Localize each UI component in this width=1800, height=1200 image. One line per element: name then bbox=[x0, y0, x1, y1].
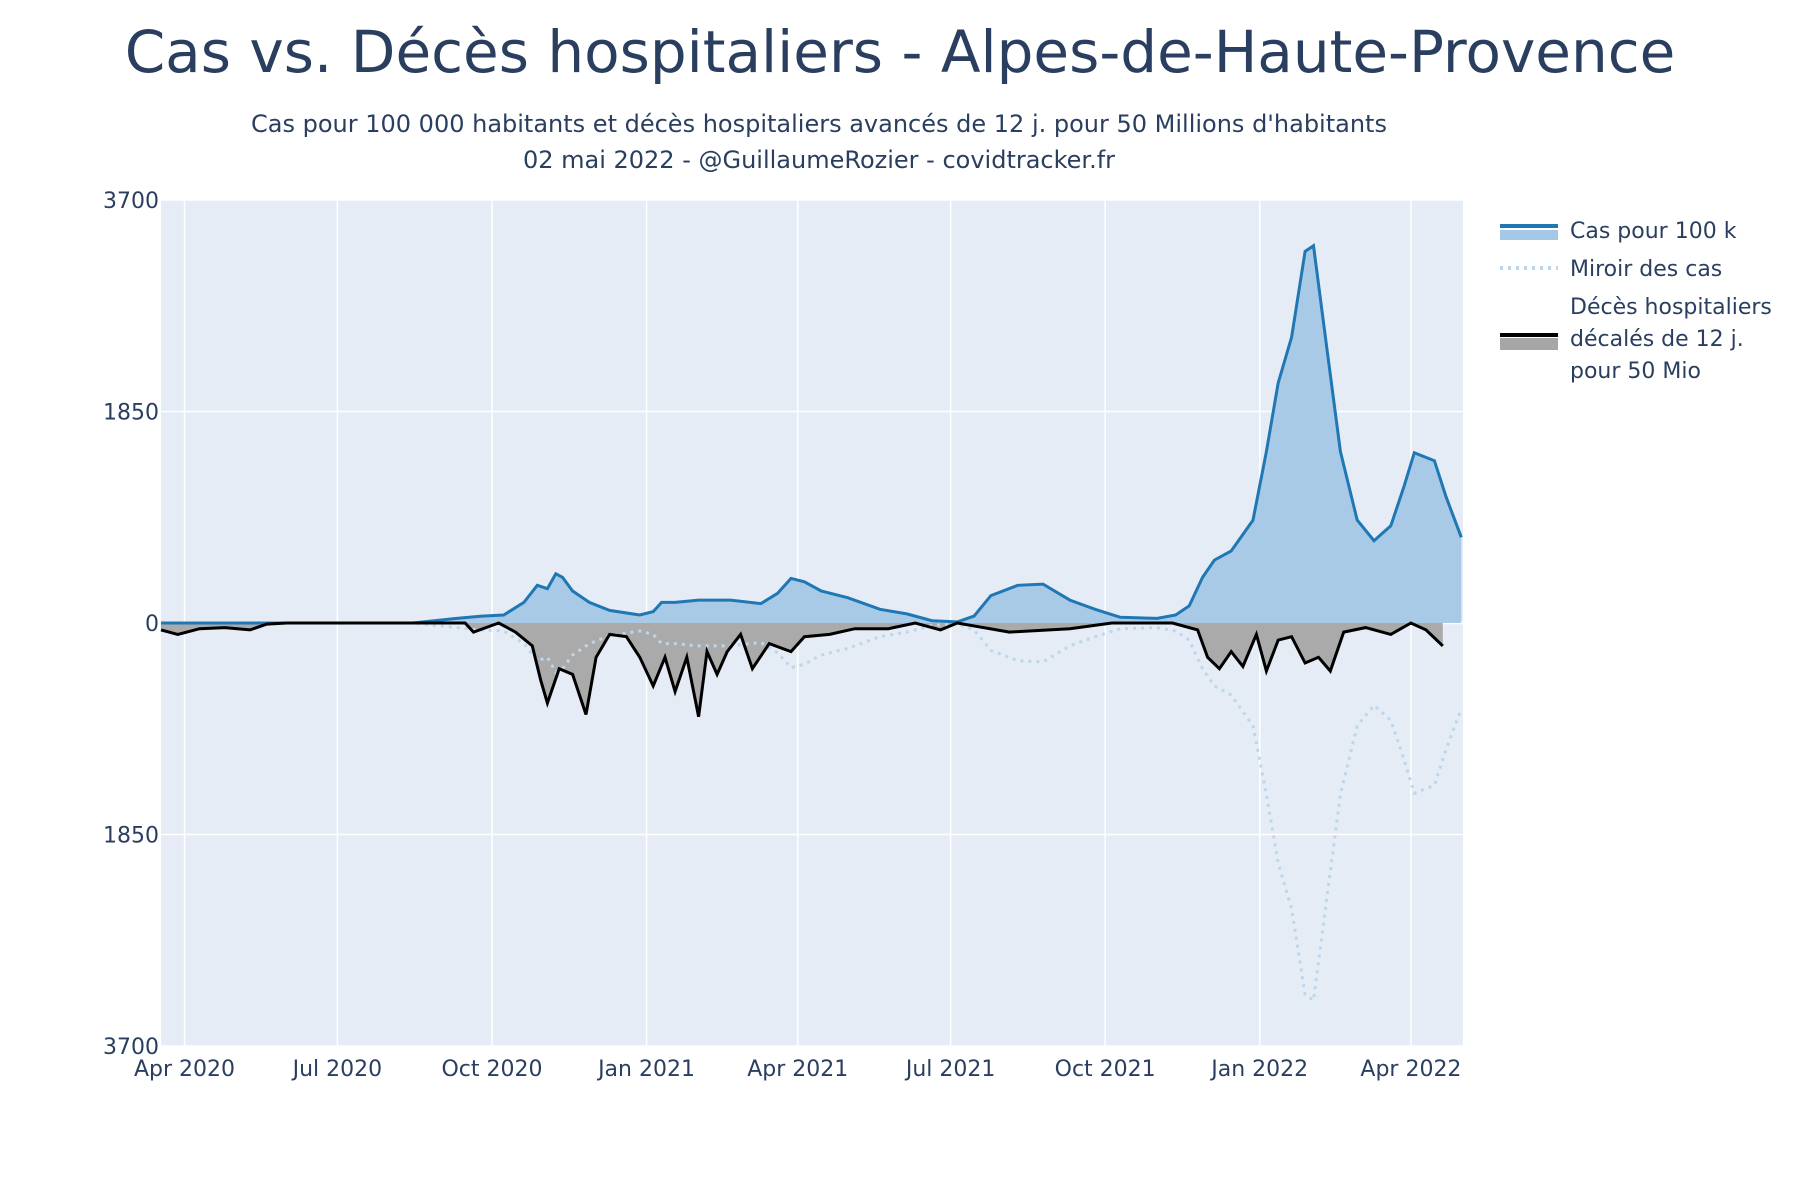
x-tick-label: Apr 2021 bbox=[747, 1057, 848, 1082]
chart-title: Cas vs. Décès hospitaliers - Alpes-de-Ha… bbox=[124, 18, 1676, 86]
y-tick-label: 1850 bbox=[103, 824, 159, 849]
legend-label-deaths-line: pour 50 Mio bbox=[1570, 359, 1701, 384]
deaths-line bbox=[160, 621, 1444, 717]
x-tick-label: Oct 2020 bbox=[441, 1057, 542, 1082]
x-tick-label: Apr 2020 bbox=[134, 1057, 235, 1082]
x-tick-label: Oct 2021 bbox=[1055, 1057, 1156, 1082]
y-tick-label: 0 bbox=[145, 612, 159, 637]
legend-swatch-deaths bbox=[1500, 338, 1558, 350]
deaths-area bbox=[161, 623, 1443, 717]
x-tick-label: Jan 2021 bbox=[596, 1057, 695, 1082]
x-axis: Apr 2020 Jul 2020 Oct 2020 Jan 2021 Apr 2021… bbox=[134, 1057, 1461, 1082]
x-tick-label: Jan 2022 bbox=[1209, 1057, 1308, 1082]
legend-label-mirror: Miroir des cas bbox=[1570, 257, 1722, 282]
chart-subtitle-line1: Cas pour 100 000 habitants et décès hosp… bbox=[251, 110, 1387, 138]
legend[interactable]: Cas pour 100 k Miroir des cas Décès hospit… bbox=[1500, 219, 1772, 384]
y-tick-label: 1850 bbox=[103, 401, 159, 426]
x-tick-label: Apr 2022 bbox=[1360, 1057, 1461, 1082]
legend-label-deaths-line: décalés de 12 j. bbox=[1570, 327, 1744, 352]
y-axis: 3700 1850 0 1850 3700 bbox=[103, 189, 159, 1060]
chart-subtitle-line2: 02 mai 2022 - @GuillaumeRozier - covidtr… bbox=[522, 146, 1116, 174]
legend-swatch-cases bbox=[1500, 230, 1558, 240]
legend-label-deaths-line: Décès hospitaliers bbox=[1570, 295, 1772, 320]
x-tick-label: Jul 2021 bbox=[904, 1057, 996, 1082]
y-tick-label: 3700 bbox=[103, 1035, 159, 1060]
cases-area bbox=[161, 245, 1462, 623]
y-tick-label: 3700 bbox=[103, 189, 159, 214]
series-layer bbox=[160, 243, 1463, 1003]
legend-label-cases: Cas pour 100 k bbox=[1570, 219, 1737, 244]
x-tick-label: Jul 2020 bbox=[291, 1057, 383, 1082]
